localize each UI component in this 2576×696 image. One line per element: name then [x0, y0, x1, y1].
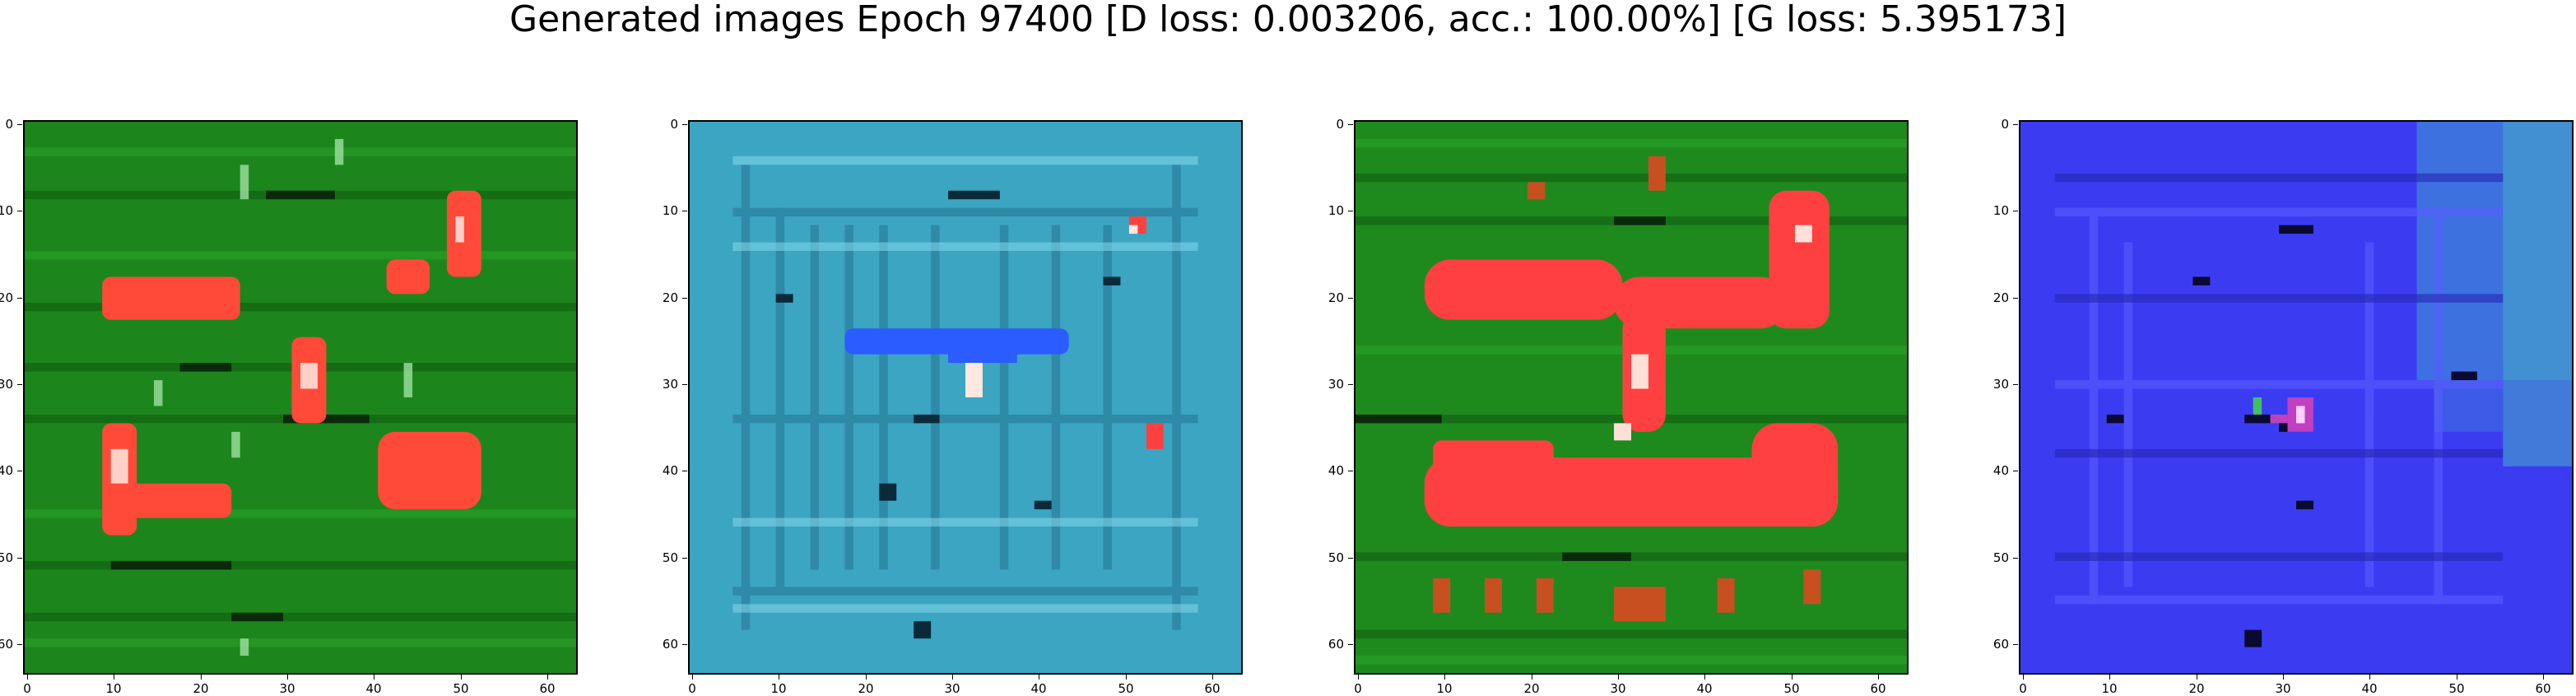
y-tick-label: 10 [662, 203, 678, 218]
y-tick-label: 60 [1992, 637, 2009, 652]
x-tick-label: 20 [1523, 681, 1540, 696]
y-tick-label: 40 [1992, 463, 2009, 478]
axes-frame [1354, 120, 1909, 675]
y-tick-label: 40 [662, 463, 678, 478]
x-tick-label: 30 [1610, 681, 1626, 696]
y-tick-label: 10 [0, 203, 13, 218]
y-tick-label: 30 [0, 377, 13, 392]
generated-image-2 [690, 122, 1241, 673]
y-tick-label: 0 [2001, 117, 2009, 132]
x-tick-label: 40 [2361, 681, 2378, 696]
y-tick-label: 20 [662, 290, 678, 305]
image-panel-4: 0 10 20 30 40 50 60 0 10 20 30 40 50 60 [1993, 118, 2574, 695]
y-tick-label: 0 [1336, 117, 1344, 132]
x-tick-label: 20 [858, 681, 874, 696]
x-tick-label: 60 [2535, 681, 2551, 696]
x-tick-label: 10 [105, 681, 122, 696]
y-tick-label: 40 [1328, 463, 1344, 478]
x-tick-label: 50 [453, 681, 469, 696]
image-panel-1: 0 10 20 30 40 50 60 0 10 20 30 40 50 60 [0, 118, 578, 695]
y-tick-label: 50 [1328, 550, 1344, 565]
x-tick-label: 60 [539, 681, 556, 696]
figure-title: Generated images Epoch 97400 [D loss: 0.… [509, 0, 2067, 40]
y-tick-label: 20 [1992, 290, 2009, 305]
y-tick-label: 10 [1328, 203, 1344, 218]
y-tick-label: 0 [5, 117, 13, 132]
x-tick-label: 30 [279, 681, 295, 696]
x-tick-label: 50 [1118, 681, 1134, 696]
x-tick-label: 10 [1436, 681, 1453, 696]
y-tick-label: 60 [662, 637, 678, 652]
x-tick-label: 10 [2101, 681, 2118, 696]
x-tick-label: 30 [944, 681, 960, 696]
image-panel-2: 0 10 20 30 40 50 60 0 10 20 30 40 50 60 [663, 118, 1243, 695]
y-tick-label: 40 [0, 463, 13, 478]
axes-frame [688, 120, 1243, 675]
x-tick-label: 30 [2275, 681, 2291, 696]
image-panel-3: 0 10 20 30 40 50 60 0 10 20 30 40 50 60 [1328, 118, 1909, 695]
y-tick-label: 30 [662, 377, 678, 392]
x-tick-label: 10 [770, 681, 787, 696]
x-tick-label: 0 [688, 681, 696, 696]
y-tick-label: 30 [1992, 377, 2009, 392]
x-tick-label: 50 [2448, 681, 2465, 696]
axes-frame [23, 120, 578, 675]
y-tick-label: 50 [0, 550, 13, 565]
y-tick-label: 10 [1992, 203, 2009, 218]
x-tick-label: 40 [1030, 681, 1047, 696]
x-tick-label: 60 [1204, 681, 1221, 696]
x-tick-label: 50 [1783, 681, 1800, 696]
y-tick-label: 50 [1992, 550, 2009, 565]
x-tick-label: 40 [1696, 681, 1713, 696]
axes-frame [2019, 120, 2574, 675]
x-tick-label: 20 [193, 681, 209, 696]
x-tick-label: 0 [2019, 681, 2027, 696]
y-tick-label: 20 [1328, 290, 1344, 305]
y-tick-label: 20 [0, 290, 13, 305]
x-tick-label: 60 [1870, 681, 1886, 696]
x-tick-label: 0 [23, 681, 31, 696]
y-tick-label: 60 [0, 637, 13, 652]
y-tick-label: 0 [670, 117, 678, 132]
generated-image-4 [2020, 122, 2572, 673]
y-tick-label: 50 [662, 550, 678, 565]
x-tick-label: 40 [365, 681, 382, 696]
y-tick-label: 30 [1328, 377, 1344, 392]
y-tick-label: 60 [1328, 637, 1344, 652]
x-tick-label: 0 [1354, 681, 1362, 696]
generated-image-3 [1355, 122, 1907, 673]
generated-image-1 [25, 122, 576, 673]
x-tick-label: 20 [2188, 681, 2205, 696]
